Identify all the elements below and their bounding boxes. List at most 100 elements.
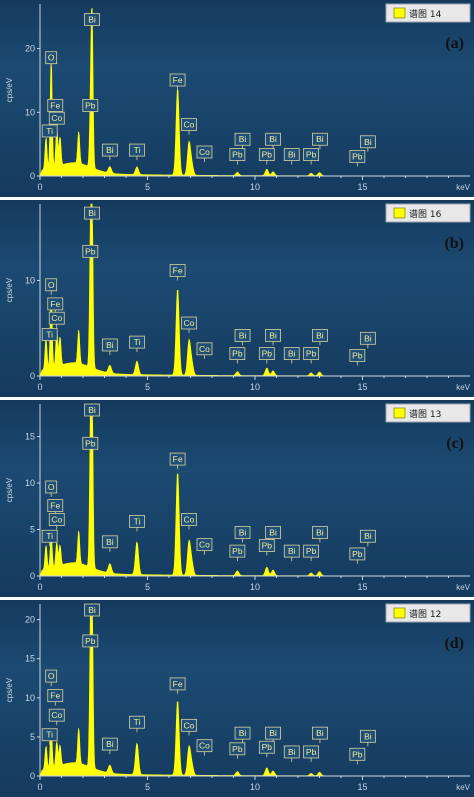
x-tick-label: 15	[357, 182, 367, 192]
element-label: Co	[196, 538, 213, 555]
element-label: Pb	[349, 547, 366, 564]
svg-text:Co: Co	[184, 515, 195, 525]
y-tick-label: 0	[30, 371, 35, 381]
element-label: O	[45, 278, 58, 295]
element-label: Fe	[47, 499, 64, 516]
svg-text:O: O	[48, 280, 55, 290]
svg-text:Bi: Bi	[364, 531, 372, 541]
svg-text:Pb: Pb	[85, 438, 96, 448]
svg-text:Pb: Pb	[232, 150, 243, 160]
element-label: Ti	[129, 715, 145, 733]
svg-text:Bi: Bi	[239, 134, 247, 144]
svg-text:Co: Co	[199, 147, 210, 157]
element-label: Ti	[41, 529, 58, 547]
svg-text:Ti: Ti	[134, 717, 141, 727]
svg-text:O: O	[48, 671, 55, 681]
svg-text:Co: Co	[51, 313, 62, 323]
element-label: Bi	[265, 329, 281, 346]
svg-text:Co: Co	[199, 540, 210, 550]
element-label: Bi	[312, 132, 328, 150]
x-tick-label: 15	[357, 782, 367, 792]
element-label: Bi	[359, 529, 376, 547]
svg-text:Bi: Bi	[239, 330, 247, 340]
y-tick-label: 0	[30, 771, 35, 781]
svg-text:Fe: Fe	[50, 100, 60, 110]
element-label: Bi	[312, 726, 328, 744]
element-label: Fe	[169, 73, 186, 90]
svg-text:Pb: Pb	[306, 150, 317, 160]
y-tick-label: 0	[30, 171, 35, 181]
element-label: Bi	[101, 737, 118, 755]
element-label: Fe	[47, 689, 64, 706]
spectrum-panel-a: 0 5 10 15 0 10 20 cps/eV keV Bi O Fe Fe Pb Co Ti Co Bi Ti C…	[0, 0, 474, 197]
svg-text:Co: Co	[51, 113, 62, 123]
svg-text:Bi: Bi	[364, 731, 372, 741]
svg-text:Pb: Pb	[306, 546, 317, 556]
element-label: Co	[48, 311, 65, 329]
svg-text:Co: Co	[184, 120, 195, 130]
x-axis-label: keV	[456, 383, 470, 392]
svg-text:Pb: Pb	[352, 350, 363, 360]
svg-text:Bi: Bi	[88, 208, 96, 218]
element-label: O	[45, 480, 58, 497]
x-tick-label: 10	[250, 182, 260, 192]
y-axis-label: cps/eV	[5, 77, 14, 102]
y-tick-label: 20	[25, 615, 35, 625]
element-label: Pb	[349, 150, 366, 167]
svg-text:Co: Co	[184, 720, 195, 730]
x-tick-label: 10	[250, 782, 260, 792]
svg-text:Bi: Bi	[269, 330, 277, 340]
element-label: Pb	[258, 539, 275, 556]
x-tick-label: 5	[145, 582, 150, 592]
element-label: Pb	[229, 347, 246, 364]
panel-letter: (a)	[445, 35, 464, 52]
x-axis-label: keV	[456, 583, 470, 592]
svg-text:Pb: Pb	[352, 749, 363, 759]
legend: 谱图 14	[385, 3, 471, 23]
element-label: Pb	[258, 740, 275, 758]
svg-text:Ti: Ti	[134, 516, 141, 526]
svg-text:Pb: Pb	[262, 150, 273, 160]
panel-letter: (b)	[444, 235, 464, 252]
svg-text:Pb: Pb	[262, 742, 273, 752]
svg-text:Pb: Pb	[232, 744, 243, 754]
y-tick-label: 10	[25, 693, 35, 703]
svg-text:Bi: Bi	[364, 333, 372, 343]
element-label: Ti	[41, 328, 58, 345]
element-label: Pb	[349, 747, 366, 765]
element-label: O	[45, 669, 58, 687]
y-axis-label: cps/eV	[5, 277, 14, 302]
element-label: Pb	[258, 148, 275, 165]
y-tick-label: 15	[25, 432, 35, 442]
element-label: Co	[181, 513, 197, 530]
element-label: Ti	[41, 124, 58, 141]
svg-text:Ti: Ti	[46, 329, 53, 339]
element-label: Pb	[303, 745, 320, 762]
y-axis-label: cps/eV	[5, 677, 14, 702]
svg-text:Co: Co	[184, 318, 195, 328]
element-label: Ti	[129, 514, 145, 532]
y-tick-label: 0	[30, 571, 35, 581]
element-label: Pb	[349, 349, 366, 366]
svg-text:Bi: Bi	[106, 537, 114, 547]
element-label: Co	[48, 708, 65, 726]
element-label: Co	[196, 739, 213, 756]
x-tick-label: 10	[250, 582, 260, 592]
element-label: Bi	[101, 535, 118, 552]
element-label: Co	[181, 118, 197, 135]
element-label: Bi	[84, 13, 100, 30]
element-label: Bi	[234, 526, 251, 543]
element-label: Fe	[47, 297, 64, 314]
svg-text:Fe: Fe	[173, 75, 183, 85]
svg-text:Bi: Bi	[288, 349, 296, 359]
svg-text:Bi: Bi	[269, 528, 277, 538]
svg-text:Ti: Ti	[46, 126, 53, 136]
element-label: Pb	[82, 634, 99, 651]
svg-text:Pb: Pb	[262, 349, 273, 359]
svg-text:Pb: Pb	[85, 636, 96, 646]
element-label: Bi	[312, 329, 328, 346]
svg-text:谱图 12: 谱图 12	[409, 608, 441, 620]
svg-text:Bi: Bi	[316, 528, 324, 538]
svg-text:Ti: Ti	[46, 730, 53, 740]
